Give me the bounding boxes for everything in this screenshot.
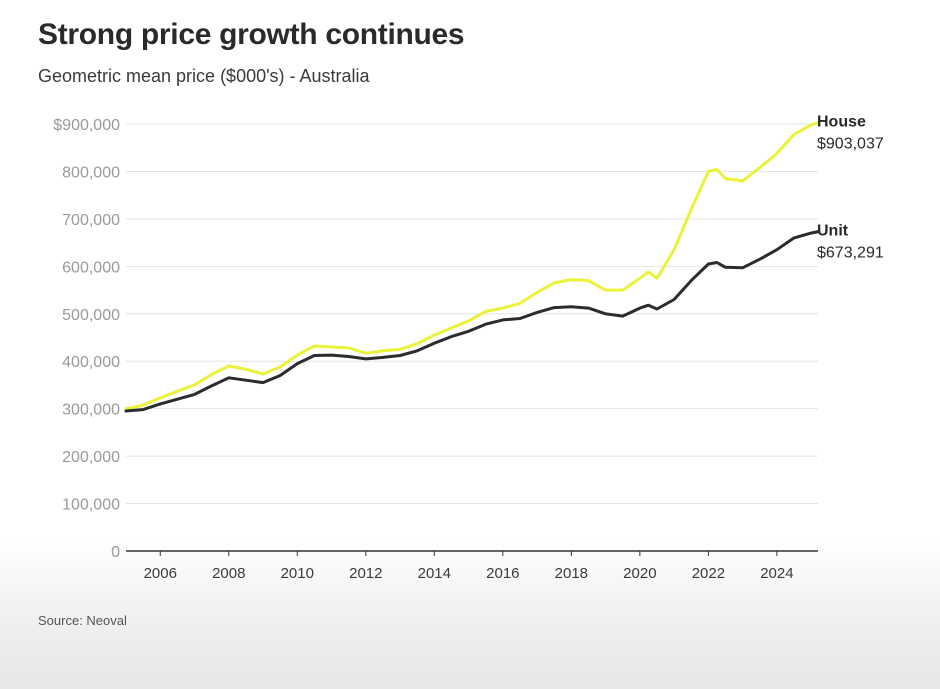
y-tick-label: 600,000: [62, 259, 120, 276]
series-end-value-label: $903,037: [817, 136, 884, 153]
series-name-label: Unit: [817, 223, 849, 240]
chart-subtitle: Geometric mean price ($000's) - Australi…: [38, 66, 370, 86]
x-tick-label: 2008: [212, 565, 245, 582]
source-note: Source: Neoval: [38, 613, 127, 628]
x-tick-label: 2018: [555, 565, 588, 582]
series-lines: [124, 121, 820, 413]
y-axis-ticks: 0 100,000 200,000 300,000 400,000 500,000 600,…: [53, 117, 120, 561]
y-tick-label: $900,000: [53, 117, 120, 134]
x-tick-label: 2022: [692, 565, 725, 582]
y-tick-label: 500,000: [62, 307, 120, 324]
series-name-label: House: [817, 114, 866, 131]
chart-title: Strong price growth continues: [38, 18, 465, 51]
y-tick-label: 0: [111, 544, 120, 561]
x-tick-label: 2020: [623, 565, 656, 582]
x-tick-label: 2006: [144, 565, 177, 582]
x-tick-label: 2010: [281, 565, 314, 582]
y-tick-label: 200,000: [62, 449, 120, 466]
series-end-value-label: $673,291: [817, 245, 884, 262]
x-axis-ticks: 2006 2008 2010 2012 2014 2016 2018 2020 2022 2024: [144, 551, 794, 582]
x-tick-label: 2024: [760, 565, 793, 582]
x-tick-label: 2014: [418, 565, 451, 582]
x-tick-label: 2012: [349, 565, 382, 582]
end-labels: House $903,037 Unit $673,291: [817, 114, 884, 262]
x-tick-label: 2016: [486, 565, 519, 582]
series-line-house: [124, 121, 820, 411]
series-line-unit: [124, 230, 820, 413]
gridlines: [126, 123, 818, 552]
y-tick-label: 100,000: [62, 497, 120, 514]
y-tick-label: 700,000: [62, 212, 120, 229]
y-tick-label: 300,000: [62, 402, 120, 419]
y-tick-label: 400,000: [62, 354, 120, 371]
y-tick-label: 800,000: [62, 164, 120, 181]
